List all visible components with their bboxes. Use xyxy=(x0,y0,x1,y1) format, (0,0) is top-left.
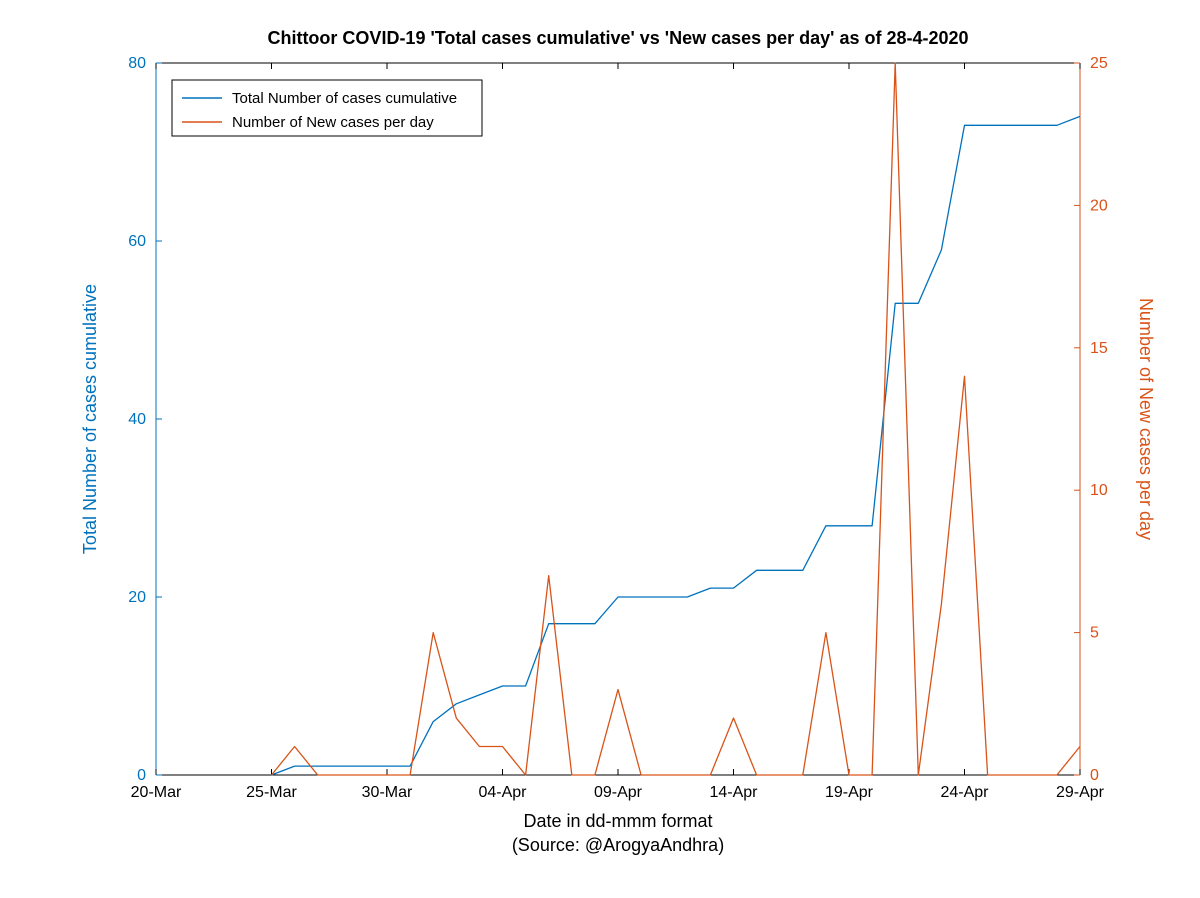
x-tick-label: 04-Apr xyxy=(478,784,527,801)
y-left-tick-label: 20 xyxy=(128,589,146,606)
legend-label: Total Number of cases cumulative xyxy=(232,90,457,107)
y-right-tick-label: 25 xyxy=(1090,55,1108,72)
x-axis-label: Date in dd-mmm format xyxy=(523,811,712,831)
y-right-tick-label: 0 xyxy=(1090,767,1099,784)
y-left-tick-label: 80 xyxy=(128,55,146,72)
y-left-tick-label: 0 xyxy=(137,767,146,784)
y-right-tick-label: 20 xyxy=(1090,197,1108,214)
x-tick-label: 24-Apr xyxy=(940,784,989,801)
y-right-tick-label: 15 xyxy=(1090,340,1108,357)
y-right-tick-label: 5 xyxy=(1090,625,1099,642)
x-tick-label: 09-Apr xyxy=(594,784,643,801)
legend-label: Number of New cases per day xyxy=(232,114,434,131)
y-left-tick-label: 40 xyxy=(128,411,146,428)
chart-figure: Chittoor COVID-19 'Total cases cumulativ… xyxy=(0,0,1200,898)
y-right-axis-label: Number of New cases per day xyxy=(1136,298,1156,540)
chart-title: Chittoor COVID-19 'Total cases cumulativ… xyxy=(267,28,968,48)
y-right-tick-label: 10 xyxy=(1090,482,1108,499)
x-tick-label: 25-Mar xyxy=(246,784,297,801)
y-left-tick-label: 60 xyxy=(128,233,146,250)
x-tick-label: 19-Apr xyxy=(825,784,874,801)
x-tick-label: 14-Apr xyxy=(709,784,758,801)
x-axis-sublabel: (Source: @ArogyaAndhra) xyxy=(512,835,724,855)
x-tick-label: 20-Mar xyxy=(131,784,182,801)
y-left-axis-label: Total Number of cases cumulative xyxy=(80,284,100,554)
x-tick-label: 30-Mar xyxy=(362,784,413,801)
x-tick-label: 29-Apr xyxy=(1056,784,1105,801)
